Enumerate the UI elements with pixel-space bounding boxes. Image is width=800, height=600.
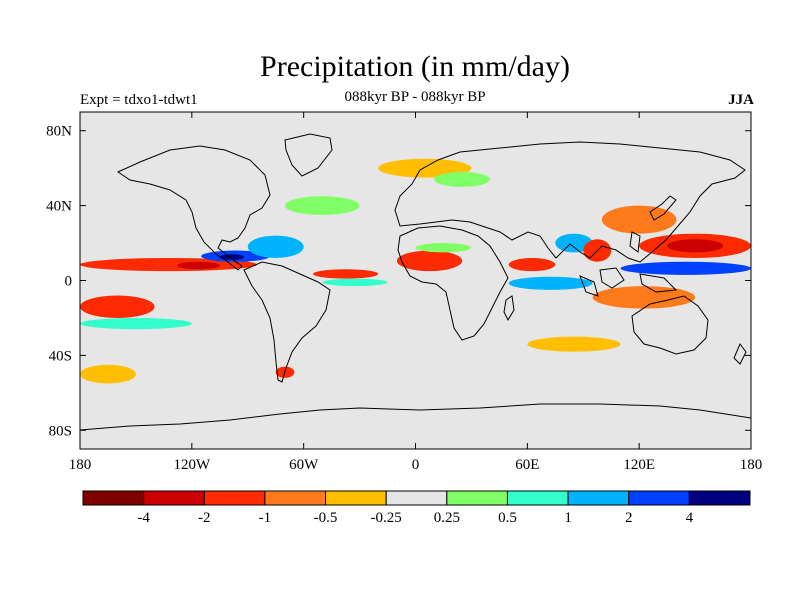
colorbar-swatch-0: [82, 490, 145, 506]
south-america-coast: [243, 261, 331, 383]
anomaly-east-asia-deficit: [601, 205, 677, 234]
colorbar-label-8: 2: [625, 510, 633, 526]
anomaly-west-pacific-strong-deficit: [667, 239, 724, 253]
y-tick-label-3: 40S: [49, 348, 72, 364]
anomaly-west-africa-deficit: [396, 250, 463, 272]
anomaly-north-atlantic-surplus: [285, 196, 360, 215]
eurasia-coast: [394, 141, 746, 263]
anomaly-indian-surplus: [555, 233, 593, 253]
anomaly-caribbean-surplus: [247, 235, 304, 259]
y-tick-label-2: 0: [65, 274, 73, 290]
colorbar-label-7: 1: [564, 510, 572, 526]
philippines-coast: [629, 231, 641, 253]
colorbar-label-6: 0.5: [498, 510, 517, 526]
colorbar-swatch-9: [628, 490, 690, 506]
antarctica-coast: [80, 403, 751, 431]
new-zealand-coast: [733, 343, 747, 365]
colorbar: -4 -2 -1 -0.5 -0.25 0.25 0.5 1 2 4: [82, 490, 751, 526]
anomaly-siberia-surplus: [434, 171, 491, 187]
anomaly-equatorial-indian-surplus: [508, 276, 593, 290]
anomaly-arctic-deficit: [378, 158, 472, 178]
x-tick-label-3: 0: [412, 457, 420, 473]
season-label: JJA: [728, 92, 754, 108]
anomaly-east-pacific-strong-deficit: [176, 261, 220, 270]
japan-coast: [649, 195, 677, 221]
y-tick-label-1: 40N: [46, 199, 72, 215]
madagascar-coast: [503, 295, 515, 322]
colorbar-swatch-5: [385, 490, 448, 506]
anomaly-maritime-continent-deficit: [592, 286, 696, 309]
colorbar-label-4: -0.25: [371, 510, 402, 526]
colorbar-swatch-7: [506, 490, 569, 506]
colorbar-label-5: 0.25: [434, 510, 460, 526]
anomaly-south-pacific-surplus: [80, 317, 192, 330]
sumatra-coast: [579, 275, 599, 297]
africa-coast: [397, 225, 509, 341]
anomaly-atlantic-itcz-deficit: [312, 269, 379, 279]
anomaly-southern-ocean-deficit: [80, 364, 136, 384]
colorbar-swatch-6: [446, 490, 508, 506]
x-tick-label-4: 60E: [515, 457, 539, 473]
period-label: 088kyr BP - 088kyr BP: [344, 89, 486, 105]
colorbar-swatch-3: [264, 490, 327, 506]
coastlines: [80, 133, 751, 431]
borneo-coast: [599, 267, 625, 289]
colorbar-swatch-2: [203, 490, 266, 506]
anomaly-south-pacific-deficit: [80, 295, 155, 318]
colorbar-label-3: -0.5: [314, 510, 338, 526]
colorbar-swatch-1: [143, 490, 205, 506]
experiment-label: Expt = tdxo1-tdwt1: [80, 92, 198, 108]
anomaly-atlantic-itcz-surplus: [322, 278, 388, 287]
x-tick-label-5: 120E: [623, 457, 655, 473]
axis-ticks: 180 120W 60W 0 60E 120E 180 80N 40N 0 40S 80S: [46, 112, 762, 473]
anomaly-east-pacific-dark-surplus: [219, 254, 245, 260]
colorbar-label-9: 4: [686, 510, 694, 526]
new-guinea-coast: [639, 273, 678, 293]
anomaly-west-pacific-surplus: [620, 261, 751, 275]
colorbar-label-1: -2: [198, 510, 211, 526]
x-tick-label-0: 180: [69, 457, 92, 473]
anomaly-sahel-surplus: [415, 243, 472, 253]
anomaly-arabian-sea-deficit: [508, 258, 556, 272]
greenland-coast: [284, 133, 333, 177]
australia-coast: [631, 295, 709, 355]
anomaly-south-indian-deficit: [527, 336, 621, 352]
colorbar-swatch-8: [567, 490, 630, 506]
map-title: Precipitation (in mm/day): [260, 50, 570, 83]
y-tick-label-4: 80S: [49, 423, 72, 439]
x-tick-label-1: 120W: [173, 457, 211, 473]
colorbar-swatch-10: [688, 490, 751, 506]
north-america-coast: [116, 145, 271, 271]
x-tick-label-6: 180: [740, 457, 763, 473]
anomaly-layer: [80, 158, 751, 384]
colorbar-swatch-4: [325, 490, 387, 506]
x-tick-label-2: 60W: [289, 457, 319, 473]
y-tick-label-0: 80N: [46, 124, 72, 140]
colorbar-label-2: -1: [259, 510, 272, 526]
colorbar-label-0: -4: [137, 510, 150, 526]
